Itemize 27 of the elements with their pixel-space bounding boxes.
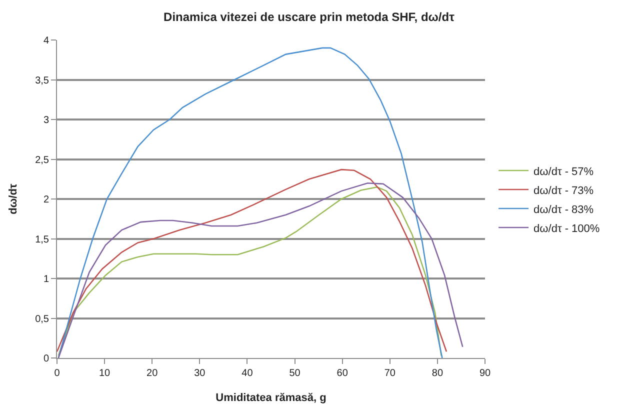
y-tick-label: 0 [43, 354, 50, 364]
y-axis-title: dω/dτ [8, 184, 20, 214]
x-tick-label: 60 [336, 368, 348, 379]
x-tick-label: 0 [54, 368, 60, 379]
x-tick-label: 50 [289, 368, 301, 379]
line-series [58, 47, 443, 358]
x-tick-label: 20 [146, 368, 158, 379]
legend-label: dω/dτ - 83% [534, 204, 594, 216]
legend-label: dω/dτ - 100% [534, 222, 600, 235]
y-tick-label: 0,5 [35, 314, 50, 325]
x-axis-title: Umiditatea rămasă, g [216, 392, 326, 404]
chart-title: Dinamica vitezei de uscare prin metoda SHF, dω/dτ [164, 10, 456, 24]
y-tick-label: 2,5 [35, 154, 50, 166]
y-tick-label: 3,5 [35, 75, 50, 86]
legend-label: dω/dτ - 57% [534, 166, 594, 178]
y-tick-label: 1,5 [35, 234, 50, 246]
legend-label: dω/dτ - 73% [534, 184, 594, 197]
x-tick-label: 90 [479, 368, 491, 379]
x-tick-label: 80 [432, 368, 444, 379]
y-tick-label: 3 [43, 115, 50, 126]
y-tick-label: 1 [43, 274, 50, 285]
y-tick-label: 2 [43, 194, 50, 206]
x-tick-label: 30 [194, 368, 206, 379]
x-tick-label: 70 [384, 368, 396, 379]
y-tick-label: 4 [43, 36, 50, 46]
x-tick-label: 10 [98, 368, 111, 379]
x-tick-label: 40 [242, 368, 254, 379]
